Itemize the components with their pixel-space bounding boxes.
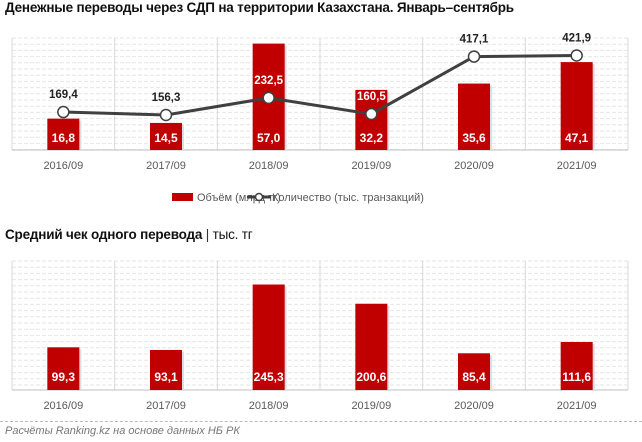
bar-label: 35,6 bbox=[462, 131, 486, 145]
bar-label: 99,3 bbox=[52, 370, 76, 384]
bar-average-check bbox=[458, 353, 490, 390]
chart1: 2016/09 2017/09 2018/09 2019/09 2020/09 2021/… bbox=[11, 32, 629, 204]
bar-average-check bbox=[252, 284, 285, 390]
line-point bbox=[262, 91, 275, 105]
line-point bbox=[57, 105, 70, 119]
x-tick-label: 2017/09 bbox=[146, 400, 186, 412]
x-tick-label: 2018/09 bbox=[249, 160, 289, 172]
chart2: 2016/09 2017/09 2018/09 2019/09 2020/09 2021/… bbox=[11, 260, 629, 412]
line-label: 169,4 bbox=[49, 89, 78, 101]
bar-average-check bbox=[150, 349, 182, 390]
line-count bbox=[63, 53, 577, 117]
x-tick-label: 2019/09 bbox=[351, 400, 391, 412]
line-point bbox=[365, 107, 378, 121]
line-label: 160,5 bbox=[357, 91, 386, 103]
x-tick-label: 2020/09 bbox=[454, 160, 494, 172]
x-tick-label: 2020/09 bbox=[454, 400, 494, 412]
line-label: 417,1 bbox=[460, 34, 489, 46]
bar-volume bbox=[150, 122, 182, 150]
bar-label: 32,2 bbox=[360, 131, 384, 145]
x-tick-label: 2016/09 bbox=[43, 400, 83, 412]
bar-label: 14,5 bbox=[154, 131, 178, 145]
x-tick-label: 2018/09 bbox=[249, 400, 289, 412]
line-label: 232,5 bbox=[254, 75, 283, 87]
legend-bar-swatch bbox=[172, 193, 193, 201]
bar-label: 93,1 bbox=[154, 370, 178, 384]
footer-divider bbox=[0, 421, 642, 422]
bar-average-check bbox=[47, 347, 80, 390]
line-point bbox=[159, 108, 173, 122]
bar-label: 245,3 bbox=[254, 370, 284, 384]
line-point bbox=[467, 50, 481, 63]
bar-average-check bbox=[560, 342, 593, 390]
bar-average-check bbox=[355, 303, 388, 390]
bar-label: 85,4 bbox=[462, 370, 486, 384]
x-tick-label: 2019/09 bbox=[351, 160, 391, 172]
line-label: 156,3 bbox=[152, 92, 181, 104]
chart2-subtitle: тыс. тг bbox=[212, 227, 253, 242]
x-tick-label: 2021/09 bbox=[557, 400, 597, 412]
bar-label: 111,6 bbox=[562, 370, 591, 384]
chart2-title: Средний чек одного перевода | тыс. тг bbox=[5, 227, 253, 242]
bar-label: 47,1 bbox=[565, 131, 589, 145]
footer-source: Расчёты Ranking.kz на основе данных НБ Р… bbox=[5, 425, 240, 437]
legend-line-label: Количество (тыс. транзакций) bbox=[272, 192, 424, 204]
bar-label: 200,6 bbox=[356, 370, 386, 384]
chart1-title: Денежные переводы через СДП на территори… bbox=[5, 0, 514, 15]
line-point bbox=[570, 49, 583, 62]
bar-volume bbox=[47, 118, 80, 150]
x-tick-label: 2016/09 bbox=[43, 160, 83, 172]
x-tick-label: 2017/09 bbox=[146, 160, 186, 172]
line-label: 421,9 bbox=[562, 32, 591, 44]
bar-volume bbox=[458, 83, 490, 150]
x-tick-label: 2021/09 bbox=[557, 160, 597, 172]
chart2-title-main: Средний чек одного перевода bbox=[5, 227, 203, 242]
bar-label: 16,8 bbox=[52, 131, 76, 145]
bar-label: 57,0 bbox=[257, 131, 281, 145]
bar-volume bbox=[560, 62, 593, 150]
legend-line-marker bbox=[254, 192, 264, 202]
